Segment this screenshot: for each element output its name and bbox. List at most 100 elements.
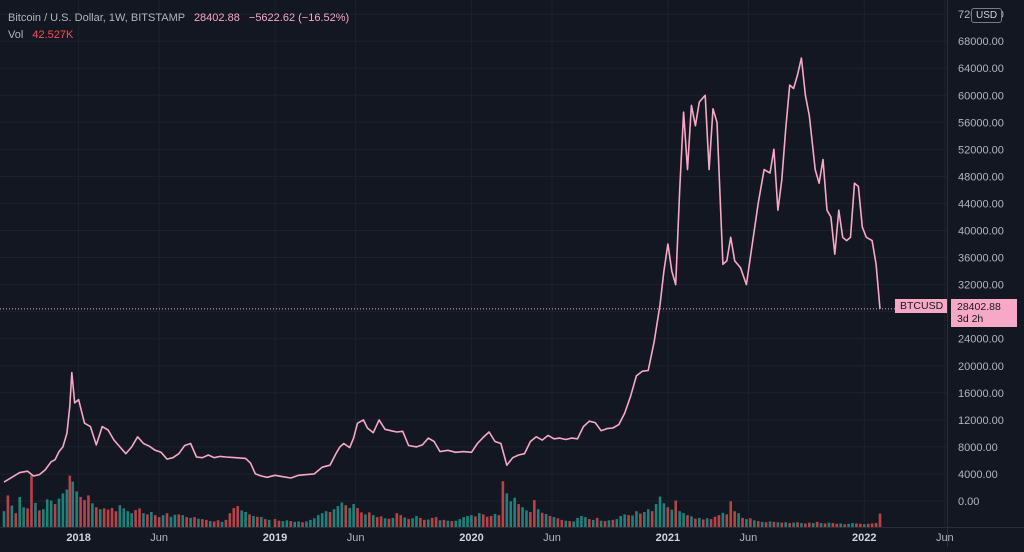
time-tick-label: 2021 xyxy=(656,532,680,544)
volume-bar xyxy=(698,517,701,527)
volume-bar xyxy=(205,519,208,527)
volume-bar xyxy=(22,507,25,527)
volume-bar xyxy=(161,515,165,527)
volume-bar xyxy=(157,517,161,527)
volume-bar xyxy=(79,496,82,527)
price-tick-label: 4000.00 xyxy=(958,469,998,481)
volume-bar xyxy=(2,511,6,527)
volume-bar xyxy=(356,508,359,527)
currency-scale-button[interactable]: USD xyxy=(971,8,1003,23)
volume-bar xyxy=(804,523,807,527)
volume-bar xyxy=(419,517,422,527)
ticker-label-tag: BTCUSD xyxy=(895,299,947,313)
volume-bar xyxy=(576,517,579,527)
volume-bar xyxy=(497,515,501,527)
volume-bar xyxy=(509,501,513,527)
volume-bar xyxy=(220,521,224,527)
volume-bar xyxy=(65,489,69,527)
volume-bar xyxy=(244,511,247,527)
volume-bar xyxy=(741,517,744,527)
volume-bar xyxy=(666,507,670,527)
volume-bar xyxy=(324,511,328,527)
price-tick-label: 56000.00 xyxy=(958,117,1004,129)
volume-bar xyxy=(792,522,795,527)
volume-bar xyxy=(336,506,340,527)
volume-bar xyxy=(57,498,61,527)
volume-bar xyxy=(599,520,603,527)
volume-bar xyxy=(118,505,122,527)
volume-bar xyxy=(320,513,324,527)
volume-bar xyxy=(501,481,505,527)
volume-bar xyxy=(725,514,729,527)
volume-bar xyxy=(41,509,45,527)
volume-bar xyxy=(399,515,403,527)
volume-bar xyxy=(130,513,133,527)
volume-bar xyxy=(855,523,858,527)
volume-bar xyxy=(745,519,748,527)
price-line xyxy=(3,57,881,483)
volume-bar xyxy=(344,505,348,527)
volume-bar xyxy=(721,512,725,527)
last-price-tag: 28402.88 3d 2h xyxy=(951,299,1017,327)
legend-change: −5622.62 (−16.52%) xyxy=(248,12,350,24)
volume-bar xyxy=(784,522,788,527)
volume-bar xyxy=(788,523,791,527)
time-tick-label: 2022 xyxy=(852,532,876,544)
volume-bar xyxy=(674,500,678,527)
volume-bar xyxy=(760,521,764,527)
volume-bar xyxy=(521,507,524,527)
volume-bar xyxy=(407,519,410,527)
bar-countdown: 3d 2h xyxy=(957,313,984,325)
volume-bar xyxy=(454,520,458,527)
volume-bar xyxy=(764,522,768,527)
volume-bar xyxy=(301,522,304,527)
volume-bar xyxy=(481,514,485,527)
legend-volume-label[interactable]: Vol xyxy=(8,29,24,41)
volume-bar xyxy=(114,511,118,527)
volume-bar xyxy=(709,519,713,527)
volume-bar xyxy=(517,504,520,527)
legend-symbol[interactable]: Bitcoin / U.S. Dollar, 1W, BITSTAMP xyxy=(8,12,185,24)
volume-bar xyxy=(165,513,169,527)
volume-bar xyxy=(631,515,634,527)
volume-bar xyxy=(525,510,528,527)
time-tick-label: Jun xyxy=(543,532,561,544)
volume-bar xyxy=(332,509,336,527)
volume-bar xyxy=(591,519,595,527)
volume-bar xyxy=(102,508,106,527)
volume-bar xyxy=(474,516,477,527)
volume-bar xyxy=(847,523,850,527)
price-tick-label: 20000.00 xyxy=(958,361,1004,373)
volume-bar xyxy=(548,515,552,527)
volume-bar xyxy=(485,516,489,527)
volume-bar xyxy=(556,518,560,527)
price-tick-label: 44000.00 xyxy=(958,198,1004,210)
volume-bar xyxy=(749,518,752,527)
volume-bar xyxy=(639,513,642,527)
volume-bar xyxy=(533,500,536,527)
volume-bar xyxy=(71,481,75,527)
volume-bar xyxy=(446,520,450,527)
volume-bar xyxy=(584,517,587,527)
volume-bar xyxy=(866,523,870,527)
volume-bar xyxy=(6,495,10,527)
volume-bar xyxy=(859,523,862,527)
volume-bar xyxy=(95,507,98,527)
volume-bar xyxy=(733,511,736,527)
volume-bar xyxy=(819,523,823,527)
volume-bar xyxy=(395,513,399,527)
volume-bar xyxy=(260,517,263,527)
volume-bar xyxy=(729,501,733,527)
volume-bar xyxy=(568,521,571,527)
volume-bar xyxy=(878,513,882,527)
price-tick-label: 52000.00 xyxy=(958,144,1004,156)
volume-bar xyxy=(10,505,14,527)
volume-bar xyxy=(426,519,430,527)
volume-bar xyxy=(236,506,240,527)
volume-bar xyxy=(466,515,469,527)
volume-bar xyxy=(110,508,114,527)
volume-bar xyxy=(177,514,181,527)
volume-bar xyxy=(611,519,615,527)
